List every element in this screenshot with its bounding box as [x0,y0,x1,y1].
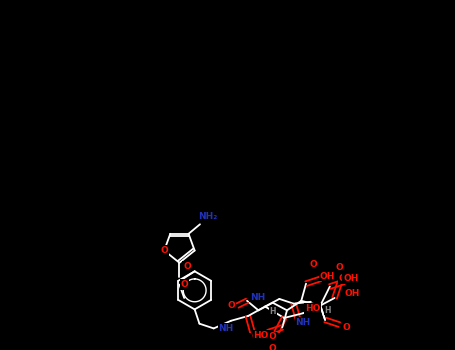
Text: O: O [269,344,277,350]
Text: NH: NH [250,293,265,301]
Text: O: O [310,260,318,269]
Text: HO: HO [253,331,269,340]
Text: O: O [298,320,305,329]
Text: O: O [342,323,350,332]
Text: O: O [252,332,259,342]
Text: O: O [183,262,191,271]
Text: NH: NH [296,318,311,327]
Text: OH: OH [343,274,359,284]
Text: H: H [269,307,276,316]
Text: O: O [160,246,168,255]
Text: NH: NH [218,324,234,333]
Text: O: O [335,263,343,272]
Text: O: O [269,332,277,342]
Text: OH: OH [344,289,359,298]
Text: OH: OH [319,272,335,281]
Text: O: O [180,280,188,289]
Text: NH₂: NH₂ [198,212,217,221]
Text: HO: HO [305,304,320,313]
Text: H: H [325,306,331,315]
Text: O: O [339,274,346,284]
Text: O: O [228,301,236,310]
